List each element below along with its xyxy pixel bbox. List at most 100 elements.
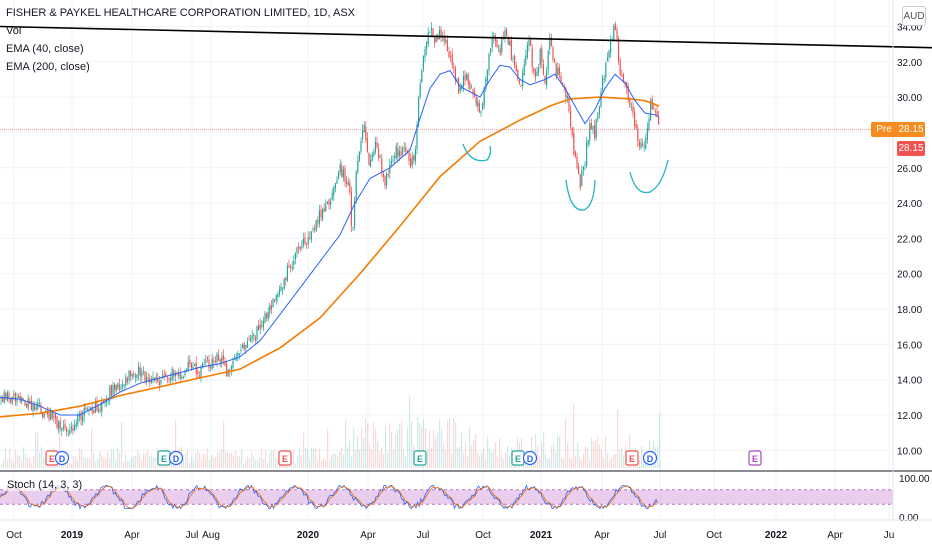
volume-bar	[247, 456, 249, 468]
candle-body	[546, 70, 548, 86]
volume-bar	[113, 450, 115, 468]
candle-body	[400, 151, 402, 156]
symbol-title[interactable]: FISHER & PAYKEL HEALTHCARE CORPORATION L…	[6, 7, 356, 19]
time-axis[interactable]: Oct 2019 Apr Jul Aug 2020 Apr Jul Oct 2021 Apr Jul O…	[6, 530, 894, 541]
candle-body	[506, 29, 508, 36]
volume-bar	[575, 455, 577, 468]
candle-body	[18, 396, 20, 399]
volume-bar	[217, 452, 219, 468]
volume-bar	[193, 459, 195, 468]
volume-bar	[553, 442, 555, 468]
candle-body	[438, 30, 440, 40]
candle-body	[258, 325, 260, 331]
candle-body	[320, 209, 322, 218]
candle-body	[448, 51, 450, 58]
volume-bar	[187, 449, 189, 468]
volume-legend[interactable]: Vol	[6, 25, 22, 37]
candle-body	[69, 429, 71, 434]
candle-body	[531, 47, 533, 68]
volume-bar	[481, 452, 483, 468]
volume-bar	[125, 454, 127, 468]
candle-body	[184, 370, 186, 375]
dividend-marker	[168, 450, 184, 466]
candle-body	[296, 247, 298, 254]
volume-bar	[327, 428, 329, 468]
stochastic-legend[interactable]: Stoch (14, 3, 3)	[5, 479, 85, 491]
candle-body	[126, 378, 128, 383]
candle-body	[554, 59, 556, 63]
price-axis[interactable]: 10.00 12.00 14.00 16.00 18.00 20.00 22.00 24.00…	[897, 22, 922, 457]
candle-body	[35, 407, 37, 410]
volume-bar	[497, 456, 499, 468]
candle-body	[450, 55, 452, 57]
candle-body	[514, 56, 516, 66]
volume-bar	[599, 444, 601, 468]
volume-bar	[535, 433, 537, 468]
candle-body	[576, 156, 578, 168]
candle-body	[403, 146, 405, 148]
volume-bar	[101, 455, 103, 468]
volume-bar	[541, 442, 543, 468]
dividend-marker	[54, 450, 70, 466]
candle-body	[11, 396, 13, 404]
currency-badge[interactable]: AUD	[902, 6, 926, 26]
candle-body	[376, 142, 378, 148]
trendline[interactable]	[0, 25, 932, 49]
candle-body	[550, 37, 552, 46]
volume-bar	[607, 452, 609, 468]
volume-bar	[373, 422, 375, 468]
ema200-legend[interactable]: EMA (200, close)	[6, 61, 90, 73]
candle-body	[658, 116, 660, 125]
volume-bar	[213, 457, 215, 468]
candle-body	[370, 160, 372, 167]
candle-body	[475, 96, 477, 105]
candle-body	[621, 74, 623, 76]
volume-bar	[379, 451, 381, 468]
candle-body	[573, 133, 575, 154]
candle-body	[178, 373, 180, 376]
volume-bar	[77, 459, 79, 468]
volume-bar	[567, 443, 569, 468]
candle-body	[16, 398, 18, 402]
volume-bar	[329, 460, 331, 468]
volume-bar	[45, 460, 47, 468]
volume-bar	[243, 463, 245, 468]
candle-body	[70, 427, 72, 430]
volume-bar	[403, 448, 405, 468]
candle-body	[560, 76, 562, 83]
volume-bar	[31, 462, 33, 468]
volume-bar	[613, 454, 615, 468]
volume-bar	[9, 448, 11, 468]
candle-body	[251, 335, 253, 339]
stochastic-axis[interactable]: 100.00 0.00	[0, 474, 932, 524]
candle-body	[30, 401, 32, 411]
candle-body	[224, 360, 226, 366]
volume-bar	[461, 432, 463, 468]
candle-body	[536, 71, 538, 77]
candle-body	[618, 38, 620, 62]
pattern-arc	[629, 159, 669, 194]
volume-bar	[153, 457, 155, 468]
ema40-legend[interactable]: EMA (40, close)	[6, 43, 84, 55]
earnings-marker	[625, 450, 639, 466]
volume-bar	[191, 456, 193, 468]
volume-bar	[483, 448, 485, 468]
pattern-annotations[interactable]	[462, 143, 669, 211]
volume-bar	[355, 449, 357, 468]
candle-body	[67, 433, 69, 434]
candle-body	[648, 118, 650, 130]
volume-bar	[87, 458, 89, 468]
candle-body	[254, 336, 256, 341]
volume-bar	[389, 422, 391, 468]
volume-bar	[579, 456, 581, 468]
candle-body	[189, 359, 191, 364]
candle-body	[122, 384, 124, 388]
volume-bar	[659, 412, 661, 468]
candle-body	[200, 366, 202, 378]
candle-body	[402, 147, 404, 154]
candle-body	[574, 152, 576, 157]
candle-body	[373, 152, 375, 156]
candle-body	[10, 397, 12, 402]
